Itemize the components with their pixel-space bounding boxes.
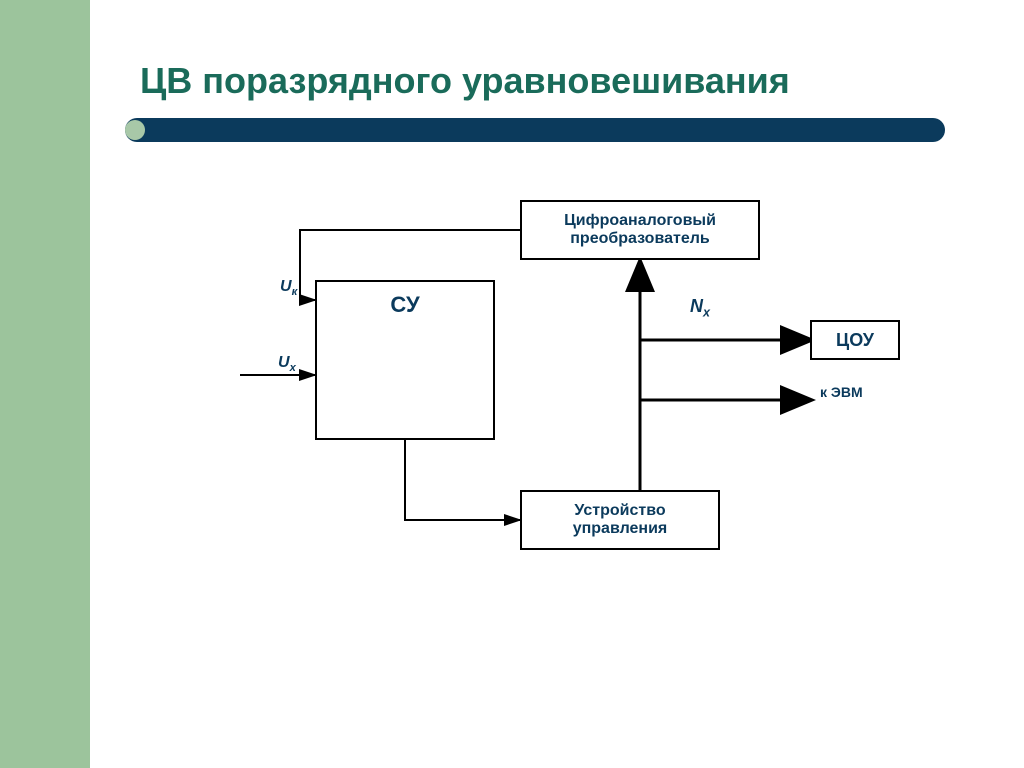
node-cu: Устройствоуправления: [520, 490, 720, 550]
sidebar-accent: [0, 0, 90, 768]
edge-su-to-cu: [405, 440, 520, 520]
label-uk: Uк: [280, 278, 297, 298]
slide-content: ЦВ поразрядного уравновешивания Цифроана…: [90, 0, 1024, 768]
node-su-label: СУ: [390, 292, 419, 318]
label-nx: Nx: [690, 296, 710, 320]
node-dac-label: Цифроаналоговыйпреобразователь: [564, 212, 716, 248]
label-ux: Ux: [278, 354, 296, 374]
node-su: СУ: [315, 280, 495, 440]
node-cu-label: Устройствоуправления: [573, 502, 668, 538]
node-cou-label: ЦОУ: [836, 330, 874, 351]
node-cou: ЦОУ: [810, 320, 900, 360]
node-dac: Цифроаналоговыйпреобразователь: [520, 200, 760, 260]
label-evm: к ЭВМ: [820, 384, 863, 400]
block-diagram: [90, 0, 1024, 768]
